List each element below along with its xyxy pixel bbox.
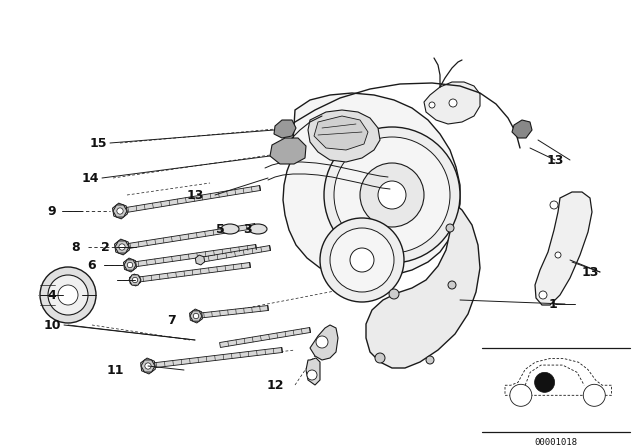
- Circle shape: [330, 228, 394, 292]
- Circle shape: [555, 252, 561, 258]
- Circle shape: [307, 370, 317, 380]
- Text: 13: 13: [547, 154, 564, 167]
- Circle shape: [334, 137, 450, 253]
- Polygon shape: [274, 120, 296, 138]
- Text: 1: 1: [548, 297, 557, 310]
- Circle shape: [375, 353, 385, 363]
- Circle shape: [117, 208, 123, 214]
- Polygon shape: [141, 360, 155, 372]
- Circle shape: [320, 218, 404, 302]
- Text: 11: 11: [106, 363, 124, 376]
- Circle shape: [316, 336, 328, 348]
- Polygon shape: [220, 327, 310, 348]
- Circle shape: [550, 201, 558, 209]
- Circle shape: [360, 163, 424, 227]
- Circle shape: [389, 289, 399, 299]
- Polygon shape: [113, 205, 127, 217]
- Text: 00001018: 00001018: [534, 438, 577, 447]
- Polygon shape: [129, 275, 141, 285]
- Polygon shape: [122, 224, 255, 250]
- Polygon shape: [306, 358, 320, 385]
- Circle shape: [426, 356, 434, 364]
- Text: 13: 13: [186, 189, 204, 202]
- Polygon shape: [141, 358, 156, 374]
- Text: 3: 3: [244, 223, 252, 236]
- Text: 7: 7: [168, 314, 177, 327]
- Circle shape: [119, 244, 125, 250]
- Polygon shape: [115, 241, 129, 253]
- Polygon shape: [512, 120, 532, 138]
- Polygon shape: [424, 82, 480, 124]
- Circle shape: [145, 363, 151, 369]
- Circle shape: [350, 248, 374, 272]
- Polygon shape: [505, 358, 612, 395]
- Circle shape: [58, 285, 78, 305]
- Polygon shape: [124, 258, 136, 272]
- Polygon shape: [129, 274, 141, 286]
- Polygon shape: [314, 116, 368, 150]
- Polygon shape: [120, 185, 260, 213]
- Text: 13: 13: [581, 266, 598, 279]
- Polygon shape: [113, 203, 127, 219]
- Circle shape: [448, 281, 456, 289]
- Circle shape: [193, 313, 198, 319]
- Circle shape: [534, 372, 555, 392]
- Text: 5: 5: [216, 223, 225, 236]
- Polygon shape: [283, 93, 460, 278]
- Circle shape: [48, 275, 88, 315]
- Circle shape: [132, 277, 138, 283]
- Text: 10: 10: [44, 319, 61, 332]
- Polygon shape: [310, 325, 338, 360]
- Polygon shape: [195, 255, 205, 265]
- Text: 8: 8: [72, 241, 80, 254]
- Polygon shape: [130, 245, 257, 267]
- Circle shape: [539, 291, 547, 299]
- Polygon shape: [124, 260, 136, 270]
- Polygon shape: [115, 239, 129, 255]
- Circle shape: [449, 99, 457, 107]
- Polygon shape: [366, 200, 480, 368]
- Polygon shape: [190, 311, 202, 321]
- Polygon shape: [189, 309, 202, 323]
- Polygon shape: [535, 192, 592, 305]
- Text: 9: 9: [48, 204, 56, 217]
- Circle shape: [429, 102, 435, 108]
- Polygon shape: [308, 110, 380, 162]
- Text: 14: 14: [81, 172, 99, 185]
- Circle shape: [40, 267, 96, 323]
- Circle shape: [378, 181, 406, 209]
- Circle shape: [510, 384, 532, 406]
- Polygon shape: [196, 306, 268, 319]
- Ellipse shape: [249, 224, 267, 234]
- Text: 4: 4: [47, 289, 56, 302]
- Polygon shape: [148, 348, 282, 369]
- Polygon shape: [200, 246, 271, 263]
- Text: 2: 2: [100, 241, 109, 254]
- Text: 12: 12: [266, 379, 284, 392]
- Polygon shape: [134, 263, 250, 283]
- Circle shape: [127, 262, 132, 268]
- Text: 15: 15: [89, 137, 107, 150]
- Circle shape: [583, 384, 605, 406]
- Text: 6: 6: [88, 258, 96, 271]
- Ellipse shape: [221, 224, 239, 234]
- Circle shape: [446, 224, 454, 232]
- Polygon shape: [270, 138, 306, 164]
- Circle shape: [324, 127, 460, 263]
